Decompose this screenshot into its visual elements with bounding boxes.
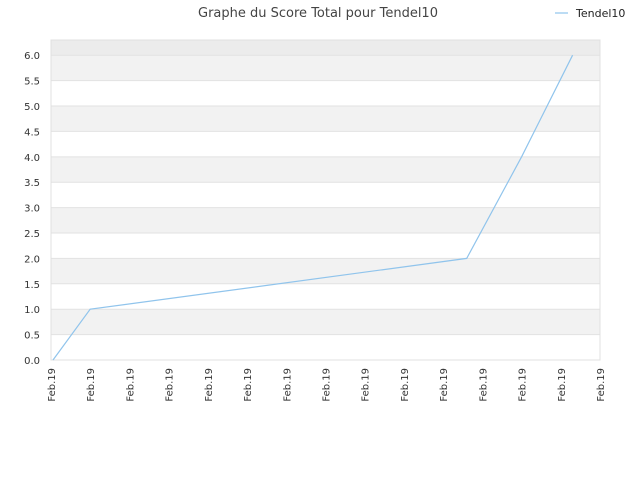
plot-band (51, 309, 600, 335)
plot-band (51, 233, 600, 259)
x-tick-label: Feb.19 (361, 368, 372, 402)
legend-label: Tendel10 (575, 7, 625, 20)
plot-band (51, 131, 600, 157)
chart-title: Graphe du Score Total pour Tendel10 (198, 6, 438, 21)
y-tick-label: 0.5 (24, 331, 40, 342)
legend: Tendel10 (555, 7, 625, 20)
x-tick-label: Feb.19 (243, 368, 254, 402)
plot-bands (50, 39, 601, 361)
series-layer (52, 54, 574, 361)
x-tick-label: Feb.19 (47, 368, 58, 402)
y-tick-label: 6.0 (24, 51, 40, 62)
x-tick-label: Feb.19 (400, 368, 411, 402)
plot-band (51, 258, 600, 284)
x-tick-label: Feb.19 (557, 368, 568, 402)
y-tick-label: 2.5 (24, 229, 40, 240)
plot-band (51, 334, 600, 360)
plot-band-top (51, 40, 600, 56)
x-tick-label: Feb.19 (322, 368, 333, 402)
plot-band (51, 106, 600, 132)
plot-band (51, 80, 600, 107)
x-tick-label: Feb.19 (204, 368, 215, 402)
y-axis: 0.0 0.5 1.0 1.5 2.0 2.5 3.0 3.5 4.0 4.5 5.0 5.5 6.0 (24, 51, 40, 367)
y-tick-label: 1.5 (24, 280, 40, 291)
plot-band (51, 55, 600, 81)
y-tick-label: 3.0 (24, 204, 40, 215)
y-tick-label: 4.0 (24, 153, 40, 164)
x-tick-label: Feb.19 (125, 368, 136, 402)
x-tick-label: Feb.19 (518, 368, 529, 402)
y-tick-label: 3.5 (24, 178, 40, 189)
plot-band (51, 182, 600, 208)
x-tick-label: Feb.19 (439, 368, 450, 402)
plot-frame (50, 39, 601, 361)
series-line-tendel10 (52, 54, 574, 361)
x-axis: Feb.19 Feb.19 Feb.19 Feb.19 Feb.19 Feb.19 Feb.… (47, 368, 607, 402)
y-tick-label: 0.0 (24, 356, 40, 367)
x-tick-label: Feb.19 (282, 368, 293, 402)
x-tick-label: Feb.19 (478, 368, 489, 402)
plot-band (51, 207, 600, 234)
x-tick-label: Feb.19 (165, 368, 176, 402)
y-tick-label: 4.5 (24, 127, 40, 138)
y-tick-label: 2.0 (24, 254, 40, 265)
plot-band (51, 283, 600, 310)
plot-band (51, 156, 600, 183)
y-tick-label: 5.0 (24, 102, 40, 113)
y-tick-label: 5.5 (24, 77, 40, 88)
y-tick-label: 1.0 (24, 305, 40, 316)
x-tick-label: Feb.19 (596, 368, 607, 402)
x-tick-label: Feb.19 (86, 368, 97, 402)
